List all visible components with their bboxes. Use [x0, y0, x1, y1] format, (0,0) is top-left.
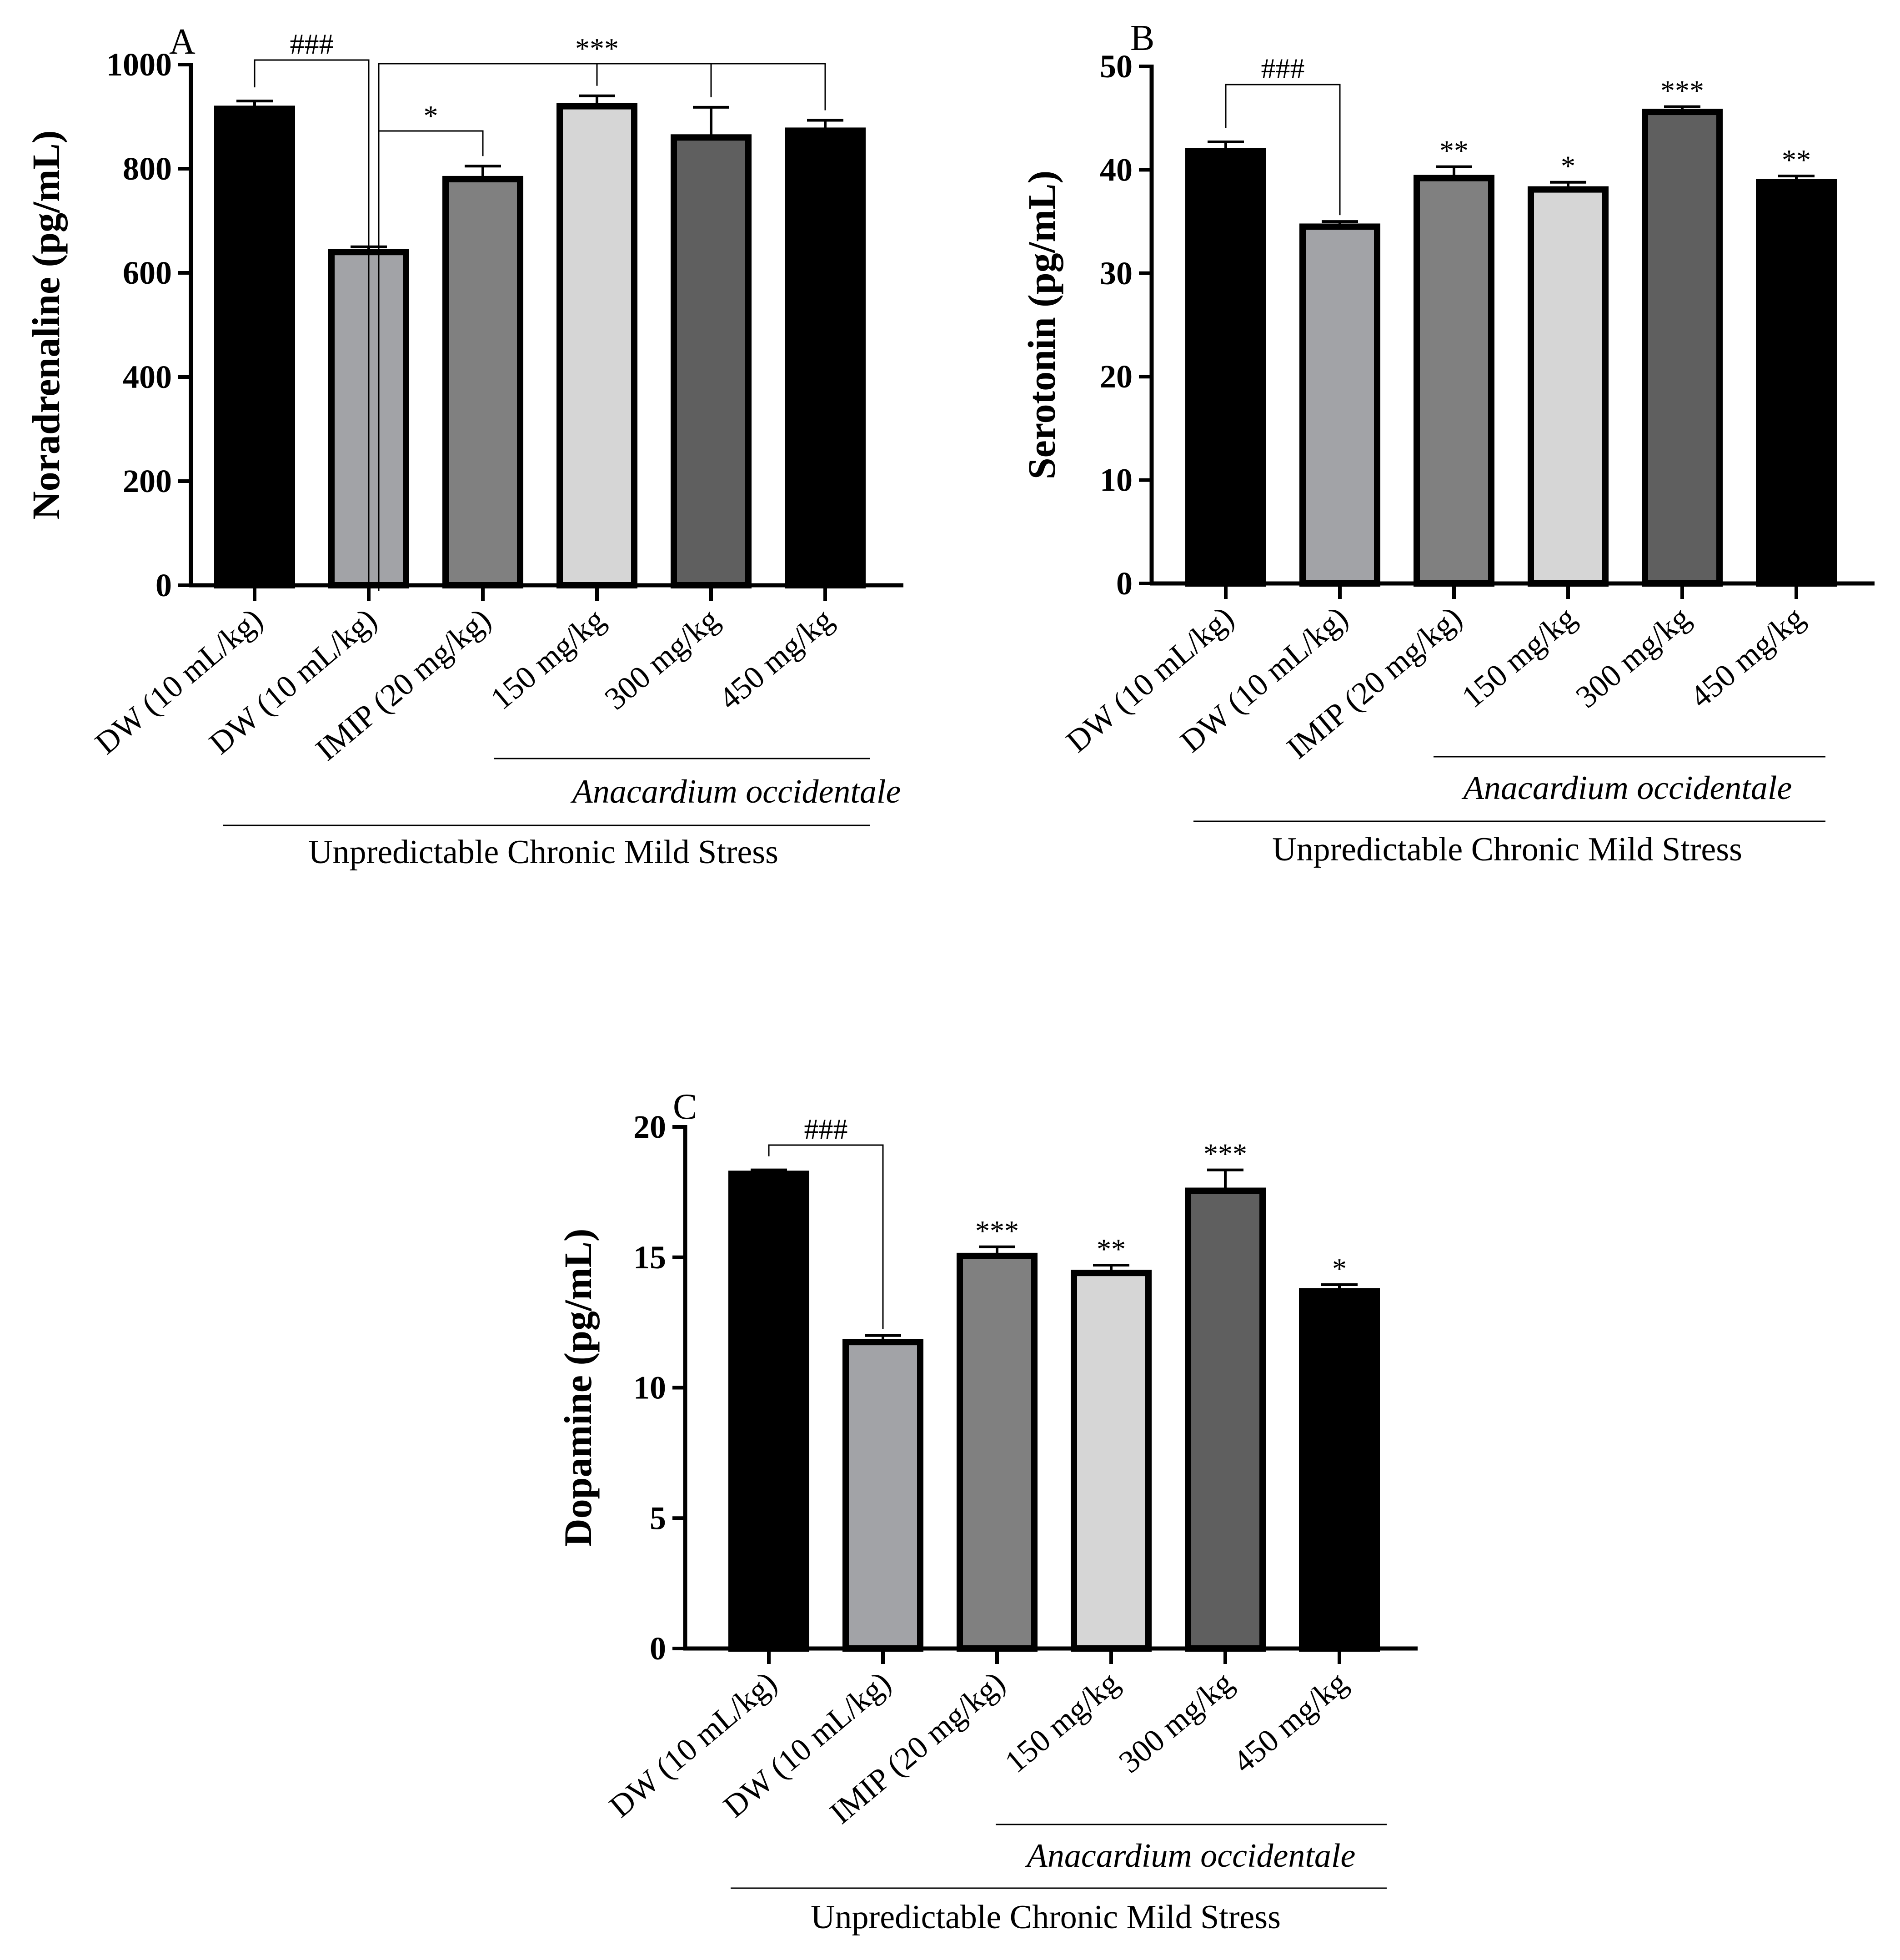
bar: [957, 1252, 1038, 1652]
bar: [556, 103, 637, 589]
y-tick-label: 10: [1100, 462, 1133, 498]
y-tick-label: 20: [1100, 358, 1133, 395]
panel-letter: B: [1130, 18, 1154, 58]
bar: [1414, 175, 1494, 587]
y-tick-label: 800: [123, 151, 172, 187]
y-tick-label: 0: [155, 567, 172, 603]
bar: [442, 176, 523, 588]
significance-bracket: [254, 59, 370, 587]
y-tick-label: 15: [633, 1239, 666, 1276]
bar: [785, 127, 866, 589]
group-label-extract: Anacardium occidentale: [1025, 1837, 1356, 1875]
bar: [728, 1171, 809, 1652]
y-tick-label: 1000: [106, 46, 172, 83]
significance-mark: *: [1332, 1252, 1347, 1285]
bar: [1756, 179, 1837, 587]
y-tick-label: 0: [650, 1630, 666, 1667]
bar: [1642, 109, 1723, 587]
significance-mark: **: [1439, 135, 1469, 167]
significance-label: ***: [575, 32, 619, 65]
y-tick-label: 0: [1116, 565, 1133, 602]
y-axis-title: Serotonin (pg/mL): [1020, 171, 1063, 479]
group-label-stress: Unpredictable Chronic Mild Stress: [1272, 831, 1742, 868]
significance-label: ###: [804, 1113, 848, 1145]
bar: [1299, 1288, 1380, 1652]
significance-mark: *: [1561, 150, 1575, 182]
significance-mark: **: [1782, 144, 1811, 176]
bar: [842, 1339, 923, 1652]
y-tick-label: 600: [123, 255, 172, 291]
significance-bracket: [1225, 84, 1341, 216]
bar: [671, 134, 752, 588]
bar: [1185, 148, 1266, 587]
significance-bracket: [378, 63, 826, 591]
significance-mark: ***: [975, 1215, 1019, 1247]
significance-label: ###: [290, 28, 334, 60]
y-tick-label: 40: [1100, 151, 1133, 188]
y-tick-label: 5: [650, 1500, 666, 1536]
significance-label: *: [424, 100, 438, 132]
y-tick-label: 400: [123, 359, 172, 395]
group-label-stress: Unpredictable Chronic Mild Stress: [811, 1899, 1281, 1936]
group-label-extract: Anacardium occidentale: [570, 773, 901, 810]
group-label-extract: Anacardium occidentale: [1461, 769, 1792, 807]
bar: [1185, 1187, 1266, 1652]
y-tick-label: 50: [1100, 48, 1133, 85]
y-tick-label: 30: [1100, 255, 1133, 291]
bar: [214, 106, 295, 589]
y-axis-title: Dopamine (pg/mL): [556, 1229, 600, 1547]
y-tick-label: 20: [633, 1109, 666, 1145]
significance-mark: **: [1097, 1233, 1126, 1265]
bar: [1299, 223, 1380, 587]
panel-letter: C: [673, 1087, 697, 1127]
significance-bracket: [768, 1144, 884, 1329]
panel-letter: A: [169, 22, 196, 62]
y-axis-title: Noradrenaline (pg/mL): [24, 130, 68, 519]
bar: [1528, 186, 1609, 587]
y-tick-label: 10: [633, 1370, 666, 1406]
significance-mark: ***: [1660, 75, 1704, 107]
significance-mark: ***: [1203, 1138, 1247, 1170]
bar: [1071, 1270, 1152, 1652]
y-tick-label: 200: [123, 463, 172, 499]
significance-label: ###: [1261, 52, 1305, 85]
group-label-stress: Unpredictable Chronic Mild Stress: [308, 834, 778, 871]
